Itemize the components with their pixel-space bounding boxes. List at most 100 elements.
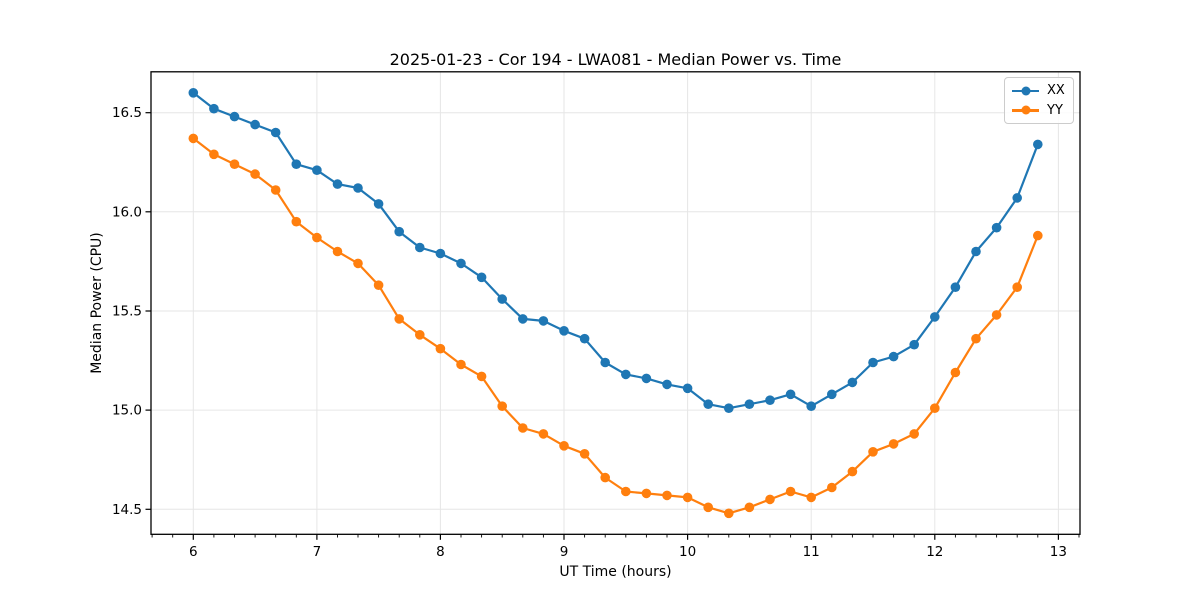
series-XX-marker — [1012, 193, 1022, 203]
series-XX-marker — [209, 103, 219, 114]
series-YY-marker — [868, 447, 878, 457]
series-XX-marker — [806, 401, 816, 412]
chart-title: 2025-01-23 - Cor 194 - LWA081 - Median P… — [389, 50, 842, 69]
series-XX-marker — [291, 159, 302, 169]
series-XX-marker — [909, 339, 919, 350]
series-XX-marker — [950, 282, 961, 293]
series-YY-marker — [435, 343, 446, 354]
series-YY-marker — [312, 232, 322, 243]
series-YY-marker — [991, 310, 1002, 320]
svg-text:15.5: 15.5 — [112, 304, 142, 320]
series-YY-marker — [950, 367, 961, 378]
series-XX-marker — [518, 314, 528, 324]
legend-label-xx: XX — [1047, 83, 1065, 99]
series-YY-marker — [621, 486, 631, 497]
series-YY-marker — [744, 502, 755, 513]
series-YY-marker — [559, 441, 569, 451]
series-XX-marker — [250, 119, 260, 130]
svg-text:11: 11 — [803, 544, 820, 560]
series-XX-marker — [229, 111, 240, 122]
series-YY-marker — [600, 472, 610, 483]
plot-border — [150, 71, 1081, 535]
series-XX-marker — [1033, 139, 1043, 150]
series-XX-marker — [641, 373, 652, 384]
svg-text:10: 10 — [679, 544, 696, 560]
series-XX-marker — [415, 242, 425, 253]
series-YY-marker — [909, 429, 919, 439]
series-XX-marker — [373, 199, 384, 209]
series-XX-marker — [847, 377, 858, 388]
series-XX-line — [192, 91, 1039, 410]
series-XX-marker — [353, 183, 363, 193]
series-YY-marker — [785, 486, 796, 497]
series-YY-marker — [703, 502, 713, 513]
svg-text:7: 7 — [313, 544, 322, 560]
series-XX-marker — [497, 294, 508, 304]
series-XX-marker — [312, 165, 322, 175]
series-YY-marker — [209, 149, 219, 160]
series-YY-marker — [888, 439, 899, 449]
series-XX-marker — [662, 379, 672, 390]
series-YY-marker — [476, 371, 487, 382]
legend-line-marker-yy-icon — [1012, 105, 1039, 115]
series-YY-marker — [765, 494, 775, 505]
svg-text:6: 6 — [189, 544, 198, 560]
series-YY-marker — [1033, 230, 1043, 241]
legend: XX YY — [1004, 77, 1074, 124]
series-YY-marker — [456, 359, 466, 370]
series-XX-marker — [868, 357, 878, 368]
legend-label-yy: YY — [1047, 102, 1063, 118]
series-YY-marker — [373, 280, 384, 291]
series-YY-marker — [270, 185, 281, 195]
grid-lines — [151, 71, 1080, 535]
series-XX-marker — [888, 351, 899, 362]
series-YY-marker — [971, 333, 981, 344]
svg-text:15.0: 15.0 — [112, 403, 142, 419]
series-YY-marker — [291, 216, 302, 227]
svg-text:16.5: 16.5 — [112, 105, 142, 121]
series-XX-marker — [930, 312, 940, 322]
series-YY-marker — [724, 508, 734, 519]
legend-entry-yy: YY — [1012, 101, 1066, 121]
series-XX-marker — [435, 248, 446, 259]
series-XX-marker — [394, 226, 405, 237]
svg-text:14.5: 14.5 — [112, 502, 142, 518]
y-axis-label: Median Power (CPU) — [89, 232, 105, 374]
series-XX-marker — [188, 88, 199, 98]
series-YY-line — [192, 137, 1039, 515]
series-YY-marker — [250, 169, 260, 179]
series-XX-marker — [270, 127, 281, 138]
series-YY-marker — [662, 490, 672, 501]
series-YY-marker — [930, 403, 940, 414]
series-YY-marker — [394, 314, 405, 324]
svg-text:16.0: 16.0 — [112, 204, 142, 220]
series-YY-marker — [827, 482, 837, 493]
series-YY-marker — [497, 401, 508, 412]
series-XX-marker — [621, 369, 631, 380]
x-axis-label: UT Time (hours) — [559, 564, 672, 580]
svg-text:13: 13 — [1050, 544, 1067, 560]
series-XX-marker — [579, 333, 590, 344]
series-YY-marker — [188, 133, 199, 144]
svg-text:9: 9 — [560, 544, 569, 560]
x-minor-ticks — [151, 534, 1080, 538]
series-YY-marker — [538, 429, 549, 439]
series-XX-marker — [991, 222, 1002, 233]
series-XX-marker — [682, 383, 693, 394]
series-YY-marker — [1012, 282, 1022, 293]
y-ticks-and-labels: 14.5 15.0 15.5 16.0 16.5 — [112, 105, 151, 518]
series-XX-marker — [724, 403, 734, 414]
series-XX-marker — [600, 357, 610, 368]
x-ticks-and-labels: 6 7 8 9 10 11 12 13 — [189, 534, 1067, 560]
series-YY-marker — [518, 423, 528, 433]
series-YY-marker — [332, 246, 343, 257]
series-XX-marker — [785, 389, 796, 400]
series-XX-marker — [703, 399, 713, 410]
series-YY-marker — [415, 330, 425, 340]
series-XX-marker — [827, 389, 837, 400]
legend-line-marker-xx-icon — [1012, 86, 1039, 96]
series-XX-marker — [971, 246, 981, 257]
svg-text:8: 8 — [436, 544, 445, 560]
